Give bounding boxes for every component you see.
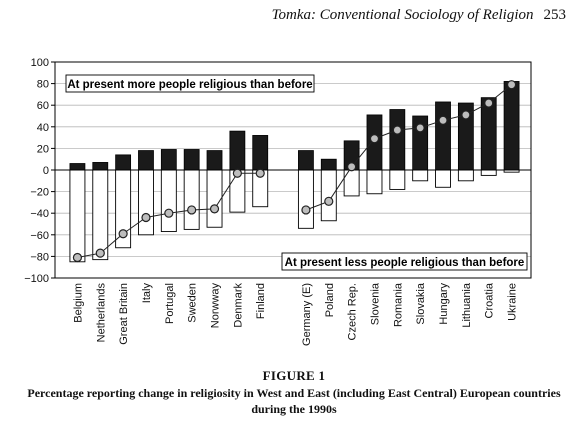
- net-point-norwway: [209, 204, 220, 214]
- bar-less-poland: [320, 169, 337, 222]
- y-tick-label-60: 60: [37, 100, 49, 112]
- bar-more-denmark: [229, 130, 246, 171]
- net-point-denmark: [232, 168, 242, 178]
- bar-less-portugal: [160, 169, 177, 233]
- bar-more-croatia: [480, 97, 497, 171]
- x-label-norwway: Norwway: [210, 283, 222, 329]
- bar-less-croatia: [480, 169, 497, 176]
- x-label-ukraine: Ukraine: [507, 283, 519, 321]
- net-point-poland: [324, 196, 334, 206]
- net-point-slovakia: [415, 123, 425, 133]
- bar-more-romania: [389, 109, 406, 171]
- net-point-slovenia: [369, 134, 380, 144]
- annotation-box-less: [281, 252, 528, 271]
- x-label-lithuania: Lithuania: [461, 282, 473, 328]
- x-label-belgium: Belgium: [72, 283, 84, 323]
- running-title: Tomka: Conventional Sociology of Religio…: [271, 7, 534, 23]
- y-tick-label--100: −100: [24, 273, 49, 285]
- annotation-less: At present less people religious than be…: [285, 257, 525, 269]
- bar-more-sweden: [183, 149, 200, 171]
- y-tick-label--40: −40: [30, 208, 49, 220]
- bar-less-norwway: [206, 169, 223, 228]
- x-label-netherlands: Netherlands: [95, 283, 107, 343]
- bar-more-poland: [320, 158, 337, 171]
- religiosity-chart: 100 80 60 40 20 0 −20 −40 −60 −80 −100 At present m…: [24, 57, 532, 346]
- net-point-belgium: [72, 252, 83, 263]
- x-label-portugal: Portugal: [164, 283, 176, 324]
- net-point-germany-e: [301, 205, 311, 215]
- bar-less-netherlands: [92, 169, 109, 261]
- net-point-ukraine: [506, 80, 517, 90]
- x-label-slovenia: Slovenia: [369, 282, 381, 325]
- x-label-hungary: Hungary: [438, 283, 450, 325]
- annotation-more: At present more people religious than be…: [67, 79, 312, 91]
- net-point-italy: [141, 212, 151, 223]
- net-point-finland: [255, 168, 265, 178]
- bar-more-netherlands: [92, 162, 109, 171]
- x-label-italy: Italy: [141, 283, 153, 304]
- net-point-great-britain: [118, 229, 128, 239]
- bar-more-finland: [252, 135, 269, 171]
- x-label-germany-e: Germany (E): [301, 283, 313, 346]
- y-tick-label-40: 40: [37, 122, 49, 134]
- net-point-romania: [392, 125, 402, 135]
- annotation-box-more: [65, 74, 315, 93]
- bar-more-italy: [138, 150, 154, 171]
- bar-less-germany-e: [297, 169, 314, 229]
- net-point-netherlands: [95, 248, 105, 258]
- bar-more-hungary: [435, 101, 451, 171]
- net-point-sweden: [187, 205, 197, 215]
- bar-less-italy: [138, 169, 154, 236]
- y-tick-label-20: 20: [37, 143, 49, 155]
- y-tick-label-100: 100: [31, 57, 49, 69]
- net-point-lithuania: [461, 110, 471, 120]
- bar-less-romania: [389, 169, 406, 190]
- net-point-czech-rep: [347, 162, 357, 172]
- figure-label: FIGURE 1: [262, 368, 326, 383]
- bar-less-belgium: [69, 169, 86, 263]
- x-label-croatia: Croatia: [484, 282, 496, 318]
- page-number: 253: [543, 7, 567, 23]
- x-label-finland: Finland: [255, 283, 267, 319]
- x-label-romania: Romania: [392, 282, 404, 327]
- x-label-poland: Poland: [324, 283, 336, 317]
- bar-less-hungary: [435, 169, 451, 188]
- bar-less-slovakia: [412, 169, 429, 182]
- y-tick-label--20: −20: [30, 187, 49, 199]
- y-tick-label-80: 80: [37, 79, 49, 91]
- y-tick-label--80: −80: [30, 251, 49, 263]
- bar-less-slovenia: [366, 169, 383, 195]
- net-point-hungary: [438, 115, 448, 125]
- bar-more-great-britain: [115, 154, 132, 171]
- bar-more-norwway: [206, 150, 223, 171]
- x-label-slovakia: Slovakia: [415, 282, 427, 324]
- bar-more-belgium: [69, 163, 86, 171]
- x-label-denmark: Denmark: [232, 283, 244, 328]
- bar-more-ukraine: [503, 81, 520, 171]
- bar-less-lithuania: [457, 169, 474, 182]
- y-tick-label-0: 0: [43, 165, 49, 177]
- bar-less-sweden: [183, 169, 200, 230]
- net-point-portugal: [164, 208, 174, 218]
- x-label-czech-rep: Czech Rep.: [347, 283, 359, 340]
- x-label-great-britain: Great Britain: [118, 283, 130, 345]
- figure-caption: Percentage reporting change in religiosi…: [27, 386, 561, 416]
- net-line-group-2: [305, 84, 512, 211]
- bar-more-portugal: [160, 149, 177, 171]
- net-point-croatia: [484, 98, 494, 108]
- bar-more-germany-e: [298, 150, 314, 171]
- y-tick-label--60: −60: [30, 230, 49, 242]
- running-header: Tomka: Conventional Sociology of Religio…: [272, 7, 566, 24]
- x-label-sweden: Sweden: [187, 283, 199, 323]
